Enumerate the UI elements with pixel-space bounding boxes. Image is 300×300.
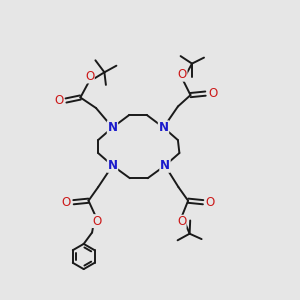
Text: O: O [177,215,186,228]
Text: O: O [85,70,94,83]
Text: O: O [178,68,187,81]
Text: O: O [92,214,101,228]
Text: O: O [61,196,70,209]
Text: N: N [158,121,169,134]
Text: O: O [208,87,217,100]
Text: O: O [54,94,63,107]
Text: N: N [107,121,118,134]
Text: N: N [107,159,118,172]
Text: N: N [160,159,170,172]
Text: O: O [206,196,215,209]
